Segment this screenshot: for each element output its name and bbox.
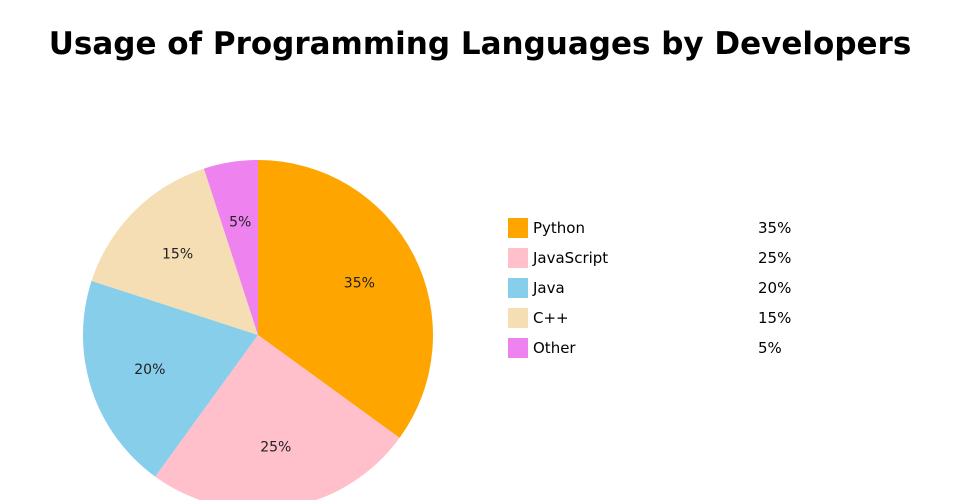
legend: Python 35% JavaScript 25% Java 20% C++ 1… (508, 213, 808, 363)
pie-slice-javascript[interactable] (155, 335, 400, 500)
legend-swatch (508, 248, 528, 268)
legend-label: Java (533, 279, 565, 297)
pie-slice-java[interactable] (83, 280, 258, 477)
legend-item-python[interactable]: Python 35% (508, 213, 808, 243)
legend-value: 15% (758, 309, 792, 327)
slice-label-javascript: 25% (260, 439, 291, 455)
legend-swatch (508, 338, 528, 358)
legend-item-cpp[interactable]: C++ 15% (508, 303, 808, 333)
legend-item-other[interactable]: Other 5% (508, 333, 808, 363)
legend-label: Python (533, 219, 585, 237)
legend-label: Other (533, 339, 576, 357)
slice-label-java: 20% (134, 362, 165, 378)
legend-label: C++ (533, 309, 569, 327)
legend-value: 25% (758, 249, 792, 267)
legend-item-java[interactable]: Java 20% (508, 273, 808, 303)
slice-label-python: 35% (344, 275, 375, 291)
legend-value: 20% (758, 279, 792, 297)
pie-slice-other[interactable] (203, 160, 258, 335)
pie-slices (83, 160, 433, 500)
legend-swatch (508, 278, 528, 298)
pie-slice-python[interactable] (258, 160, 433, 438)
pie-slice-labels: 35% 25% 20% 15% 5% (134, 215, 375, 456)
legend-value: 35% (758, 219, 792, 237)
chart-title: Usage of Programming Languages by Develo… (48, 26, 912, 62)
legend-label: JavaScript (533, 249, 609, 267)
pie-slice-cpp[interactable] (91, 168, 258, 335)
legend-value: 5% (758, 339, 782, 357)
slice-label-cpp: 15% (162, 247, 193, 263)
legend-item-javascript[interactable]: JavaScript 25% (508, 243, 808, 273)
slice-label-other: 5% (229, 215, 251, 231)
legend-swatch (508, 308, 528, 328)
legend-swatch (508, 218, 528, 238)
